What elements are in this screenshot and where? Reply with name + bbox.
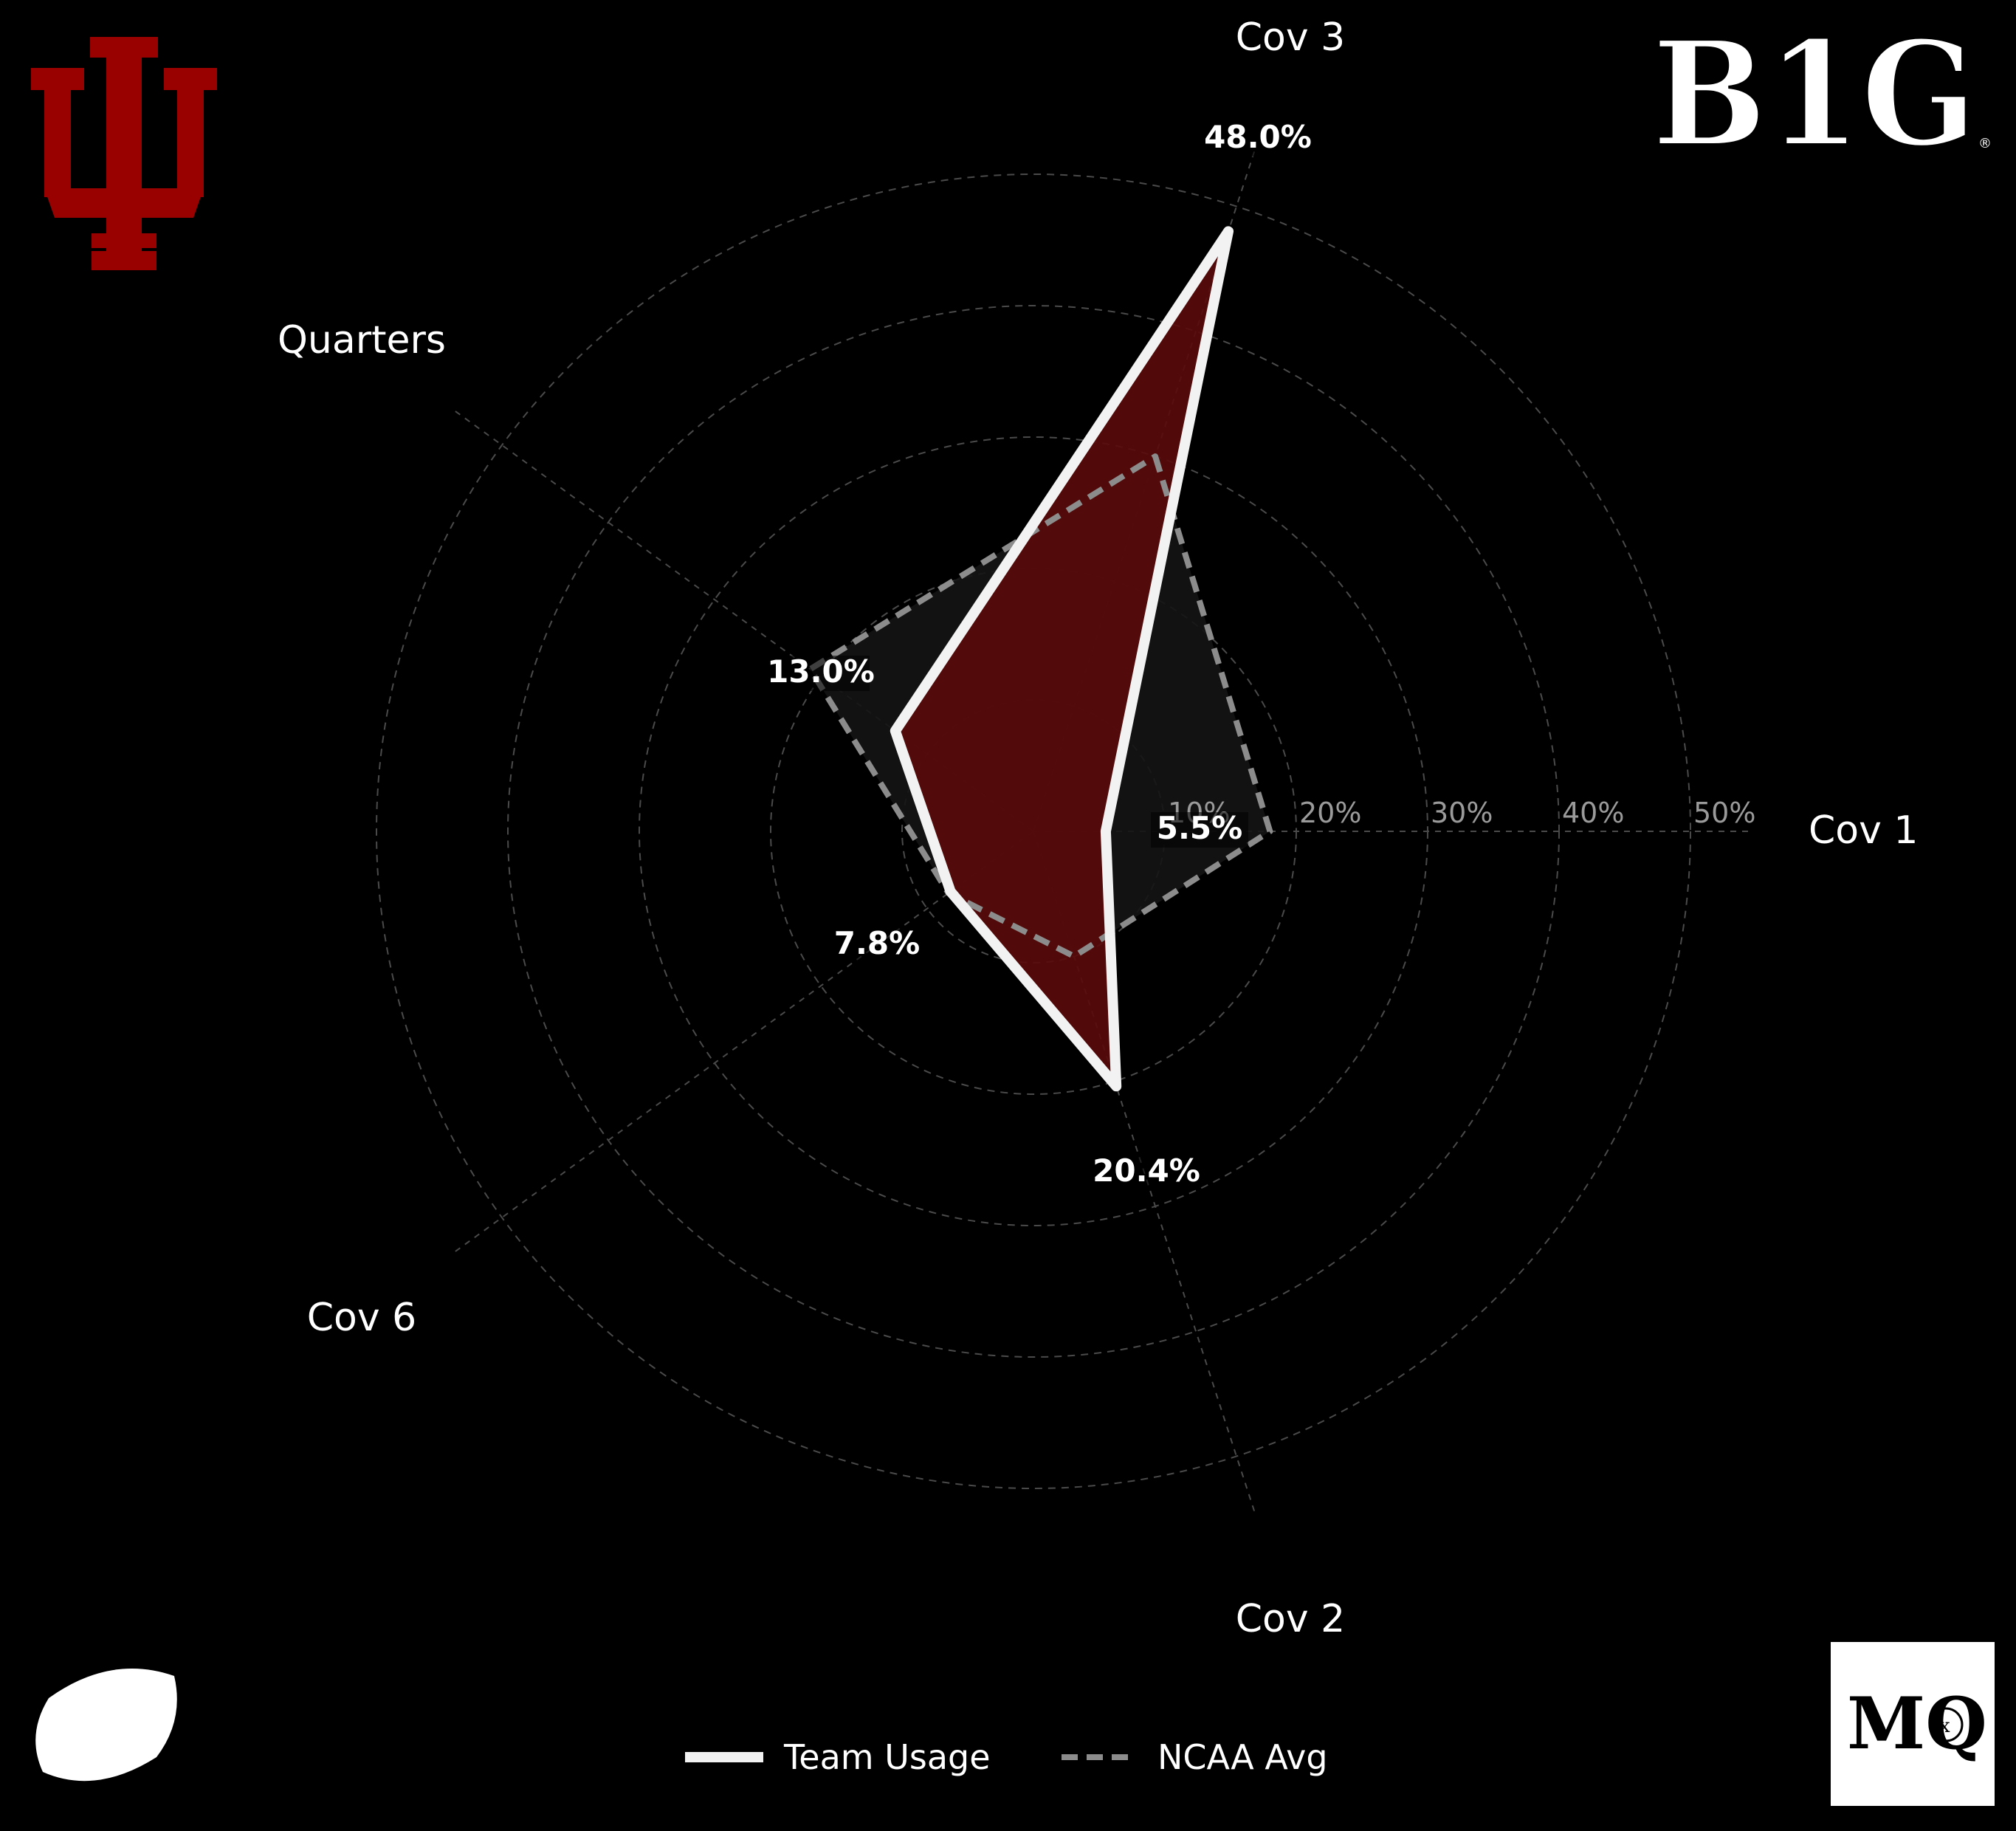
team-usage-area	[895, 231, 1228, 1087]
data-label: 7.8%	[834, 925, 920, 961]
axis-label-cov-6: Cov 6	[307, 1296, 417, 1340]
tick-label: 50%	[1693, 797, 1755, 829]
axis-label-quarters: Quarters	[278, 318, 446, 363]
data-label-bg	[1151, 812, 1248, 848]
team-usage-line	[890, 226, 1234, 1092]
legend: Team Usage NCAA Avg	[685, 1737, 1328, 1777]
data-label-bg	[1098, 1155, 1195, 1190]
axis-label-cov-1: Cov 1	[1809, 808, 1919, 853]
ncaa-avg-line	[807, 453, 1273, 960]
legend-team-label: Team Usage	[783, 1737, 991, 1777]
data-label-bg	[1209, 121, 1307, 157]
mqx-logo-icon: MQ x	[1831, 1642, 1995, 1806]
legend-ncaa-label: NCAA Avg	[1157, 1737, 1328, 1777]
pff-logo-icon: PFF	[35, 1669, 177, 1782]
data-label: 13.0%	[767, 653, 875, 690]
data-label: 48.0%	[1204, 119, 1312, 155]
svg-text:x: x	[1939, 1715, 1950, 1737]
axis-label-cov-3: Cov 3	[1236, 16, 1346, 60]
grid-spoke	[453, 831, 1034, 1254]
svg-text:MQ: MQ	[1847, 1682, 1987, 1765]
tick-label: 20%	[1299, 797, 1361, 829]
data-label-bg	[828, 927, 926, 963]
axis-label-cov-2: Cov 2	[1236, 1597, 1346, 1641]
data-label: 5.5%	[1157, 810, 1242, 846]
tick-label: 30%	[1431, 797, 1493, 829]
data-label: 20.4%	[1093, 1152, 1200, 1189]
big-ten-logo-icon: B1G ®	[1651, 8, 1992, 181]
svg-text:®: ®	[1978, 136, 1992, 151]
grid-ring	[376, 174, 1691, 1489]
svg-text:B1G: B1G	[1652, 10, 1977, 179]
data-label-bg	[772, 656, 870, 691]
indiana-trident-icon	[31, 37, 217, 270]
tick-label: 40%	[1562, 797, 1624, 829]
